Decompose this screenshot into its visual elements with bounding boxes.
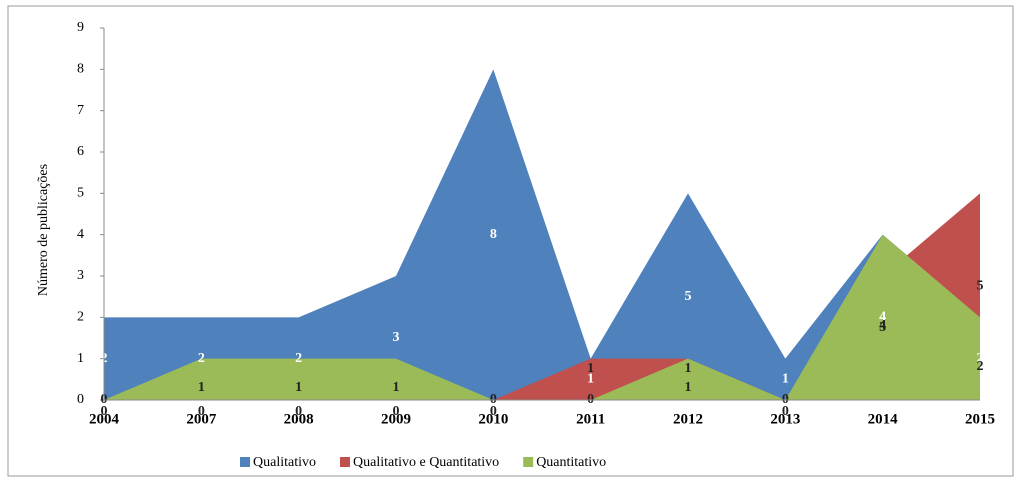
value-label: 8 xyxy=(490,227,497,242)
value-label: 1 xyxy=(685,361,692,376)
value-label: 0 xyxy=(490,404,497,419)
y-tick-label: 5 xyxy=(77,186,84,201)
y-tick-label: 1 xyxy=(77,351,84,366)
x-tick-label: 2008 xyxy=(284,411,314,427)
y-tick-label: 2 xyxy=(77,310,84,325)
value-label: 2 xyxy=(295,351,302,366)
x-tick-label: 2011 xyxy=(576,411,605,427)
value-label: 1 xyxy=(587,372,594,387)
legend-swatch xyxy=(340,457,350,467)
value-label: 2 xyxy=(977,351,984,366)
value-label: 1 xyxy=(587,361,594,376)
value-label: 2 xyxy=(198,351,205,366)
y-tick-label: 9 xyxy=(77,20,84,35)
value-label: 3 xyxy=(879,320,886,335)
y-tick-label: 6 xyxy=(77,144,84,159)
x-tick-label: 2004 xyxy=(89,411,120,427)
x-tick-label: 2010 xyxy=(478,411,508,427)
legend-label: Qualitativo e Quantitativo xyxy=(353,455,499,470)
y-tick-label: 8 xyxy=(77,62,84,77)
legend-label: Quantitativo xyxy=(536,455,606,470)
y-tick-label: 3 xyxy=(77,268,84,283)
value-label: 0 xyxy=(393,404,400,419)
value-label: 1 xyxy=(393,380,400,395)
value-label: 1 xyxy=(685,380,692,395)
x-tick-label: 2014 xyxy=(868,411,899,427)
area xyxy=(104,234,980,400)
value-label: 5 xyxy=(977,279,984,294)
y-axis-label: Número de publicações xyxy=(36,164,51,296)
x-tick-label: 2012 xyxy=(673,411,703,427)
legend-swatch xyxy=(240,457,250,467)
value-label: 5 xyxy=(685,289,692,304)
value-label: 0 xyxy=(198,404,205,419)
x-tick-label: 2009 xyxy=(381,411,411,427)
value-label: 0 xyxy=(295,404,302,419)
value-label: 1 xyxy=(198,380,205,395)
value-label: 0 xyxy=(782,404,789,419)
value-label: 0 xyxy=(101,404,108,419)
x-tick-label: 2007 xyxy=(186,411,217,427)
legend-label: Qualitativo xyxy=(253,455,316,470)
y-tick-label: 4 xyxy=(77,227,84,242)
value-label: 4 xyxy=(879,310,886,325)
area xyxy=(104,69,980,400)
y-tick-label: 0 xyxy=(77,392,84,407)
x-tick-label: 2015 xyxy=(965,411,995,427)
value-label: 3 xyxy=(393,330,400,345)
y-tick-label: 7 xyxy=(77,103,84,118)
value-label: 1 xyxy=(295,380,302,395)
value-label: 1 xyxy=(782,372,789,387)
x-tick-label: 2013 xyxy=(770,411,800,427)
value-label: 4 xyxy=(879,318,886,333)
value-label: 2 xyxy=(977,359,984,374)
legend-swatch xyxy=(523,457,534,467)
